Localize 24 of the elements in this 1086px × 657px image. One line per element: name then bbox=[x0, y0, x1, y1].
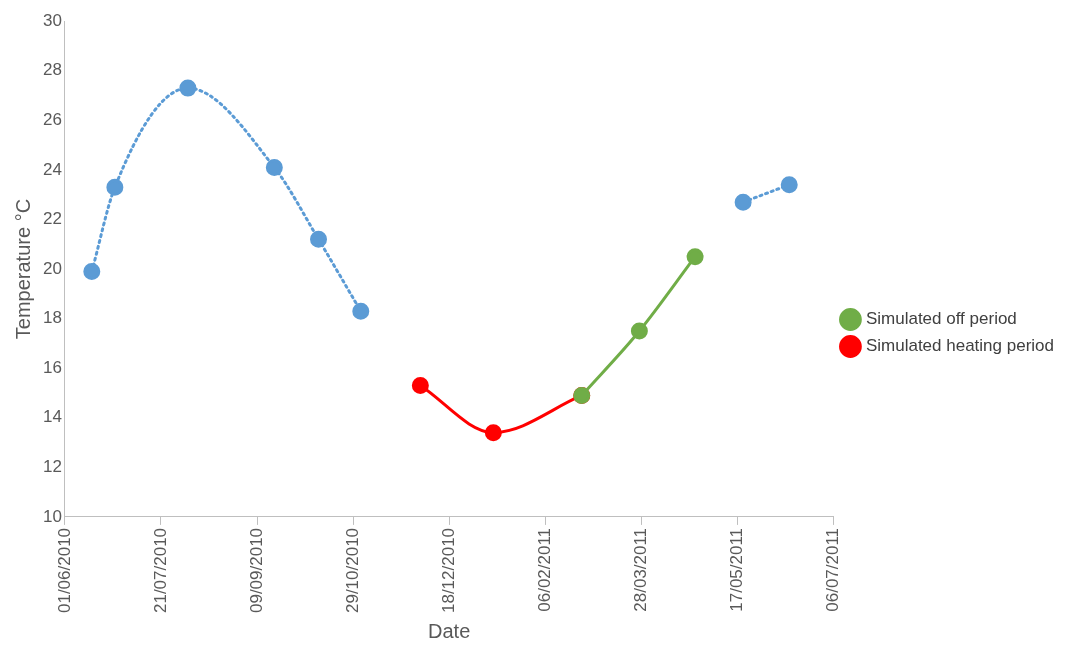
legend-label: Simulated heating period bbox=[865, 336, 1055, 356]
legend-label: Simulated off period bbox=[865, 309, 1017, 329]
y-tick-label: 10 bbox=[42, 506, 62, 526]
y-tick-label: 22 bbox=[42, 209, 62, 229]
y-tick-label: 16 bbox=[42, 357, 62, 377]
x-tick-label: 21/07/2010 bbox=[150, 527, 170, 614]
x-tick-label: 29/10/2010 bbox=[342, 527, 362, 614]
y-tick-label: 20 bbox=[42, 258, 62, 278]
x-tick-label: 28/03/2011 bbox=[630, 527, 650, 612]
x-tick-label: 18/12/2010 bbox=[438, 527, 458, 614]
y-tick-label: 14 bbox=[42, 407, 62, 427]
x-tick-label: 17/05/2011 bbox=[727, 527, 747, 612]
y-tick-label: 30 bbox=[42, 10, 62, 30]
y-axis-title: Temperature °C bbox=[11, 198, 34, 340]
x-tick-label: 01/06/2010 bbox=[54, 527, 74, 614]
y-tick-label: 18 bbox=[42, 308, 62, 328]
x-axis-title: Date bbox=[428, 619, 471, 642]
y-tick-label: 26 bbox=[42, 110, 62, 130]
y-tick-label: 24 bbox=[42, 159, 62, 179]
x-tick-label: 06/07/2011 bbox=[823, 527, 843, 612]
x-tick-label: 09/09/2010 bbox=[246, 527, 266, 614]
x-tick-label: 06/02/2011 bbox=[534, 527, 554, 612]
y-tick-label: 28 bbox=[42, 60, 62, 80]
y-tick-label: 12 bbox=[42, 457, 62, 477]
